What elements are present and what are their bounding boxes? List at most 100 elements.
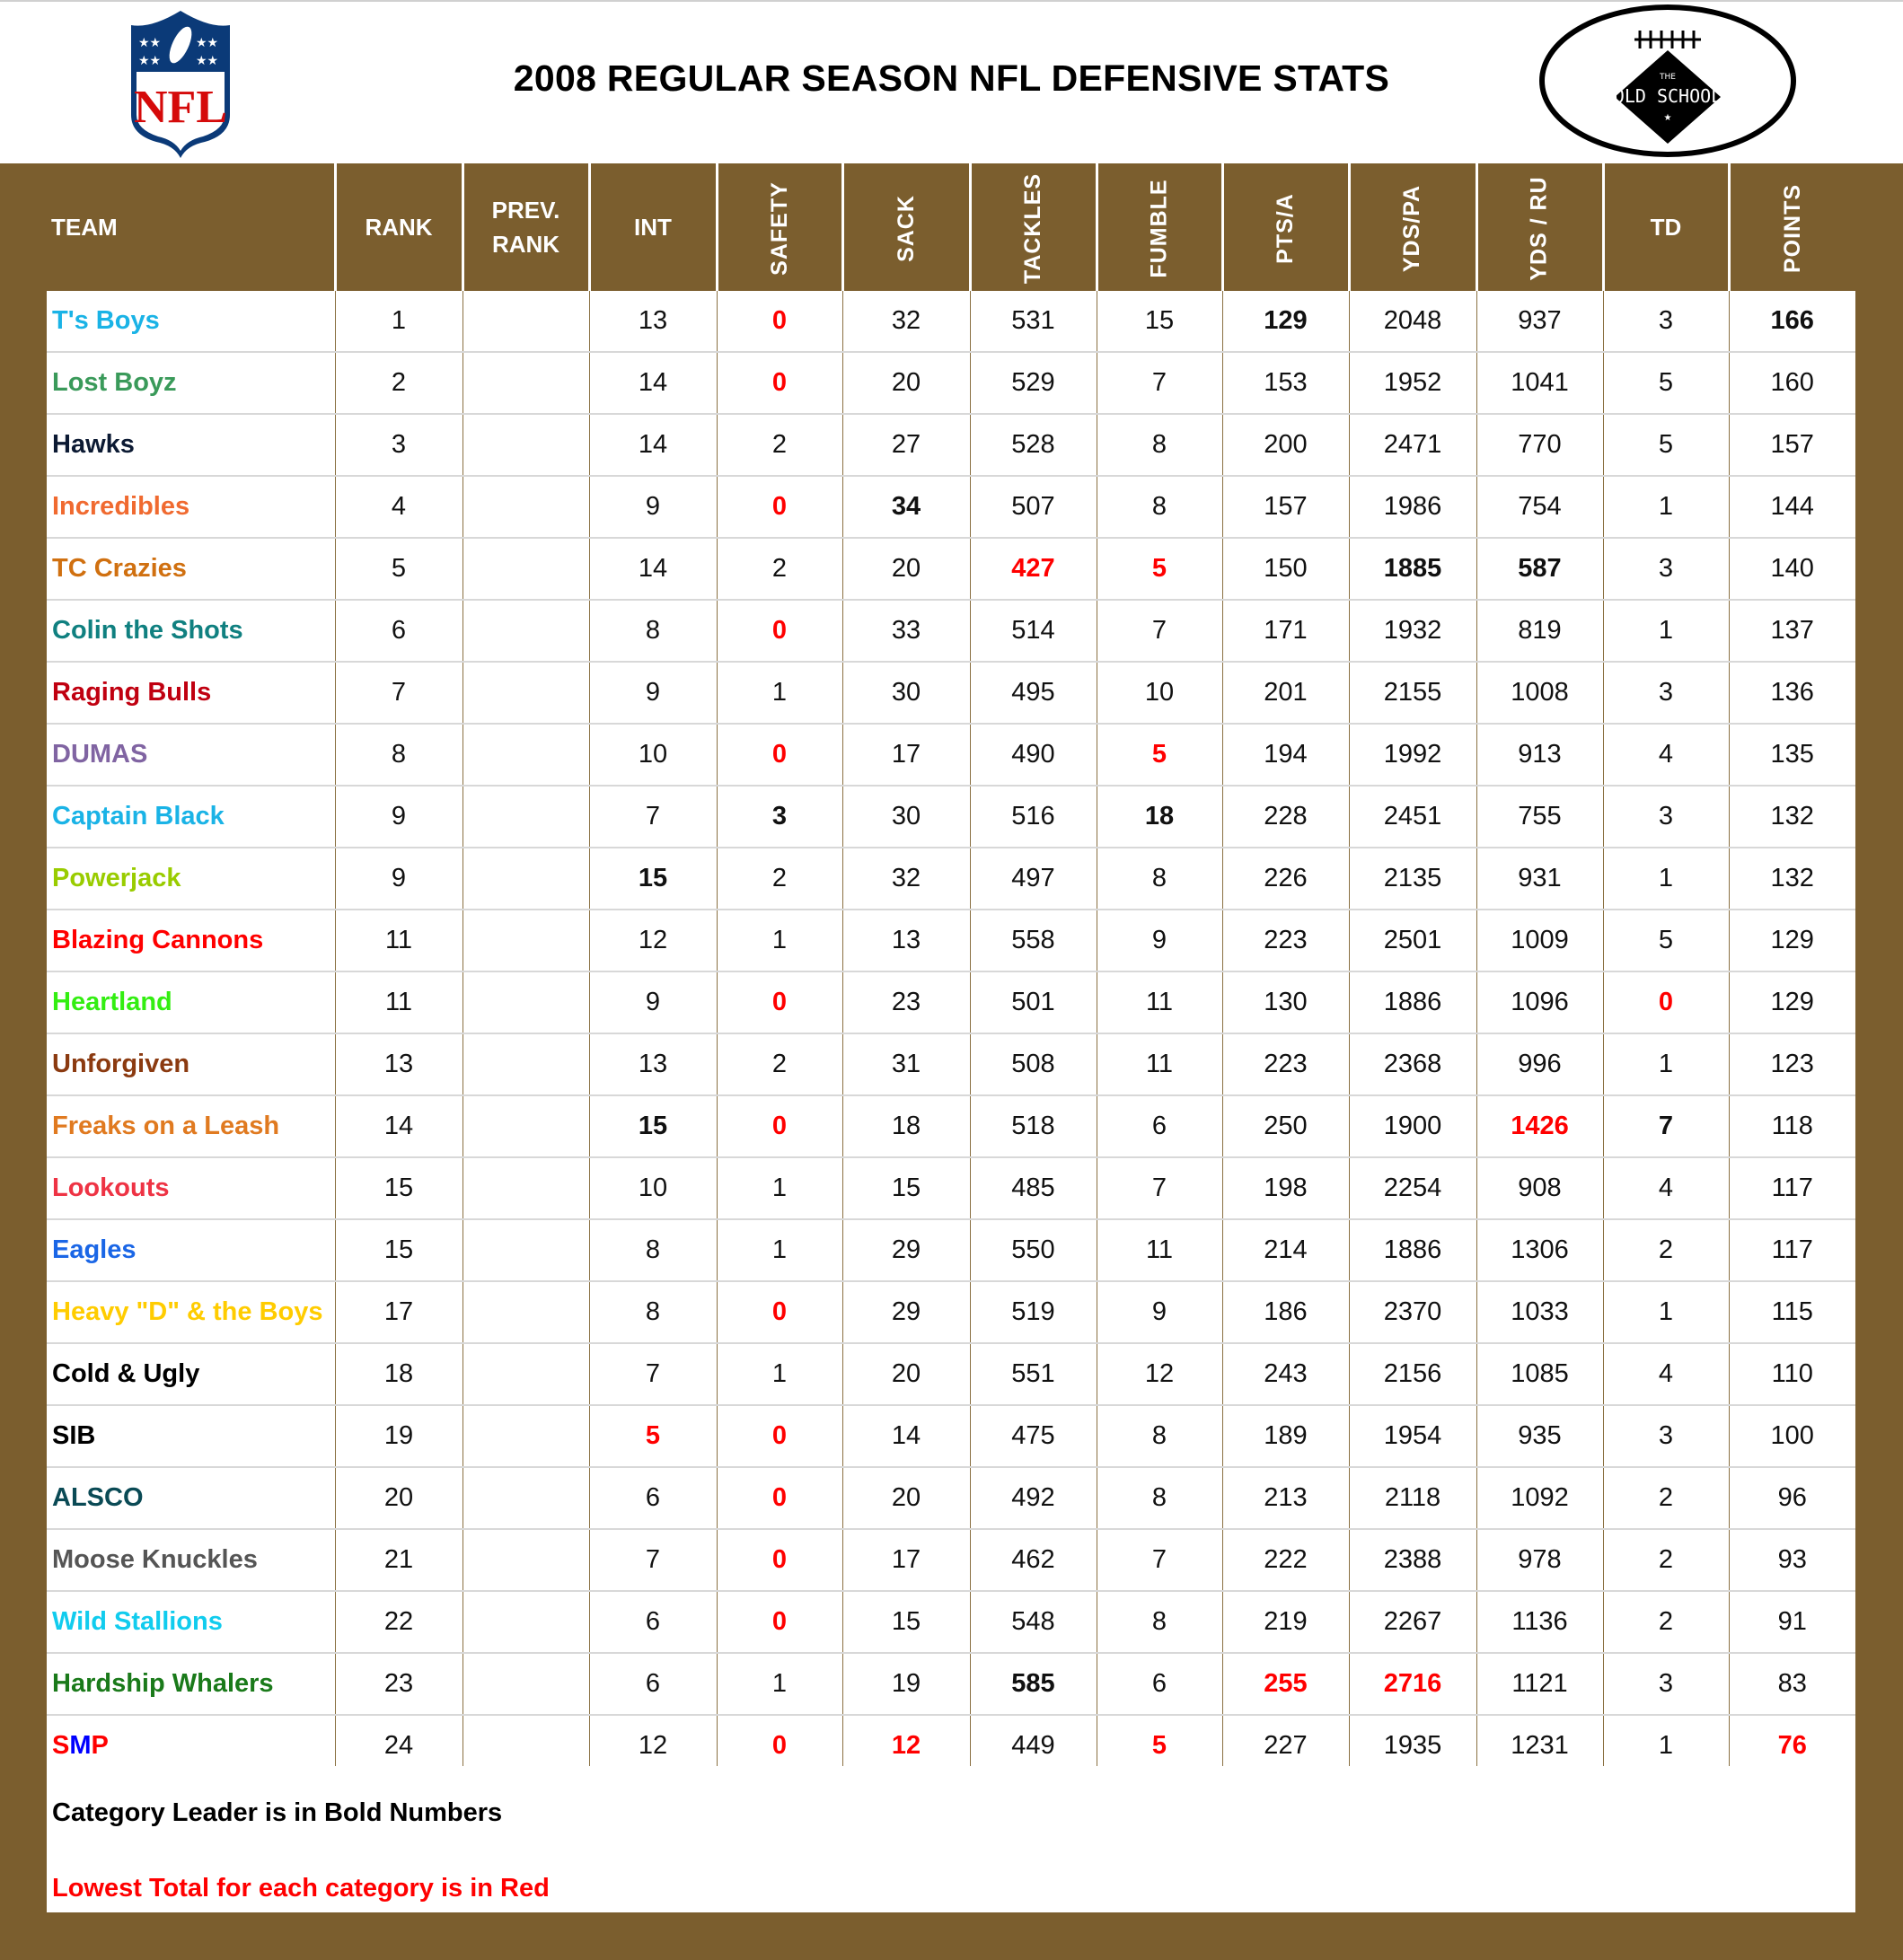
cell-sack: 15: [841, 1591, 970, 1654]
cell-yds-ru: 770: [1476, 414, 1603, 477]
cell-td: 2: [1602, 1219, 1729, 1282]
cell-safety: 0: [716, 600, 842, 663]
team-name: TC Crazies: [47, 538, 335, 601]
cell-yds-ru: 1306: [1476, 1219, 1603, 1282]
cell-yds-pa: 2135: [1348, 848, 1476, 910]
cell-td: 7: [1602, 1095, 1729, 1158]
cell-rank: 3: [334, 414, 463, 477]
col-header-fumble[interactable]: FUMBLE: [1095, 163, 1222, 291]
col-header-int[interactable]: INT: [587, 163, 717, 291]
col-header-prev-rank[interactable]: PREV. RANK: [461, 163, 589, 291]
table-row[interactable]: Eagles 15 8 1 29 550 11 214 1886 1306 2 117: [47, 1219, 1855, 1282]
cell-prev-rank: [462, 1157, 589, 1220]
table-row[interactable]: Blazing Cannons 11 12 1 13 558 9 223 2501 1009 5 12…: [47, 910, 1855, 972]
col-header-points[interactable]: POINTS: [1727, 163, 1855, 291]
cell-pts-a: 226: [1221, 848, 1349, 910]
col-header-rank[interactable]: RANK: [333, 163, 463, 291]
col-header-yds-pa[interactable]: YDS/PA: [1347, 163, 1476, 291]
table-row[interactable]: Colin the Shots 6 8 0 33 514 7 171 1932 819 1 137: [47, 600, 1855, 663]
cell-prev-rank: [462, 1095, 589, 1158]
cell-rank: 2: [334, 352, 463, 415]
cell-fumble: 7: [1096, 600, 1222, 663]
cell-yds-pa: 2388: [1348, 1529, 1476, 1592]
cell-tackles: 492: [969, 1467, 1097, 1530]
svg-text:★★: ★★: [196, 36, 218, 50]
cell-fumble: 9: [1096, 1281, 1222, 1344]
table-row[interactable]: Incredibles 4 9 0 34 507 8 157 1986 754 1 144: [47, 476, 1855, 539]
table-row[interactable]: Wild Stallions 22 6 0 15 548 8 219 2267 1136 2 91: [47, 1591, 1855, 1654]
table-row[interactable]: TC Crazies 5 14 2 20 427 5 150 1885 587 3 140: [47, 538, 1855, 601]
cell-yds-pa: 1932: [1348, 600, 1476, 663]
cell-points: 83: [1728, 1653, 1855, 1716]
cell-rank: 17: [334, 1281, 463, 1344]
table-row[interactable]: Moose Knuckles 21 7 0 17 462 7 222 2388 978 2 93: [47, 1529, 1855, 1592]
col-header-tackles[interactable]: TACKLES: [968, 163, 1097, 291]
cell-yds-pa: 2254: [1348, 1157, 1476, 1220]
table-row[interactable]: T's Boys 1 13 0 32 531 15 129 2048 937 3 166: [47, 291, 1855, 353]
cell-fumble: 12: [1096, 1343, 1222, 1406]
col-header-team[interactable]: TEAM: [47, 163, 335, 291]
cell-yds-ru: 819: [1476, 600, 1603, 663]
table-row[interactable]: Hardship Whalers 23 6 1 19 585 6 255 2716 1121 3 83: [47, 1653, 1855, 1716]
table-row[interactable]: Lost Boyz 2 14 0 20 529 7 153 1952 1041 5 160: [47, 352, 1855, 415]
col-header-pts-a[interactable]: PTS/A: [1220, 163, 1349, 291]
cell-td: 3: [1602, 662, 1729, 725]
legend-bold-note: Category Leader is in Bold Numbers: [52, 1798, 503, 1827]
team-name: Incredibles: [47, 476, 335, 539]
table-row[interactable]: Lookouts 15 10 1 15 485 7 198 2254 908 4 117: [47, 1157, 1855, 1220]
cell-sack: 20: [841, 538, 970, 601]
cell-sack: 33: [841, 600, 970, 663]
cell-td: 4: [1602, 1157, 1729, 1220]
cell-int: 14: [588, 538, 717, 601]
cell-safety: 0: [716, 971, 842, 1034]
cell-tackles: 551: [969, 1343, 1097, 1406]
cell-points: 157: [1728, 414, 1855, 477]
cell-yds-pa: 1886: [1348, 1219, 1476, 1282]
table-row[interactable]: Heartland 11 9 0 23 501 11 130 1886 1096 0 129: [47, 971, 1855, 1034]
cell-rank: 9: [334, 786, 463, 848]
table-row[interactable]: Freaks on a Leash 14 15 0 18 518 6 250 1900 1426 7…: [47, 1095, 1855, 1158]
cell-int: 14: [588, 352, 717, 415]
svg-text:★★: ★★: [196, 54, 218, 68]
table-row[interactable]: ALSCO 20 6 0 20 492 8 213 2118 1092 2 96: [47, 1467, 1855, 1530]
table-row[interactable]: Heavy "D" & the Boys 17 8 0 29 519 9 186 2370 103…: [47, 1281, 1855, 1344]
cell-rank: 15: [334, 1219, 463, 1282]
cell-int: 15: [588, 848, 717, 910]
col-header-safety-label: SAFETY: [766, 180, 792, 276]
cell-rank: 1: [334, 291, 463, 353]
cell-pts-a: 223: [1221, 1033, 1349, 1096]
cell-sack: 29: [841, 1219, 970, 1282]
cell-points: 137: [1728, 600, 1855, 663]
col-header-sack[interactable]: SACK: [841, 163, 970, 291]
col-header-points-label: POINTS: [1779, 183, 1805, 273]
cell-safety: 0: [716, 1405, 842, 1468]
col-header-td[interactable]: TD: [1601, 163, 1729, 291]
table-row[interactable]: SIB 19 5 0 14 475 8 189 1954 935 3 100: [47, 1405, 1855, 1468]
cell-prev-rank: [462, 1405, 589, 1468]
cell-points: 129: [1728, 910, 1855, 972]
col-header-safety[interactable]: SAFETY: [715, 163, 842, 291]
cell-yds-pa: 1954: [1348, 1405, 1476, 1468]
table-row[interactable]: Raging Bulls 7 9 1 30 495 10 201 2155 1008 3 136: [47, 662, 1855, 725]
cell-safety: 0: [716, 352, 842, 415]
svg-text:★★: ★★: [138, 54, 161, 68]
cell-sack: 15: [841, 1157, 970, 1220]
table-row[interactable]: Powerjack 9 15 2 32 497 8 226 2135 931 1 132: [47, 848, 1855, 910]
table-row[interactable]: DUMAS 8 10 0 17 490 5 194 1992 913 4 135: [47, 724, 1855, 787]
table-row[interactable]: Cold & Ugly 18 7 1 20 551 12 243 2156 1085 4 110: [47, 1343, 1855, 1406]
table-row[interactable]: Captain Black 9 7 3 30 516 18 228 2451 755 3 132: [47, 786, 1855, 848]
cell-fumble: 8: [1096, 476, 1222, 539]
cell-tackles: 485: [969, 1157, 1097, 1220]
cell-int: 8: [588, 1219, 717, 1282]
cell-fumble: 8: [1096, 414, 1222, 477]
col-header-yds-ru[interactable]: YDS / RU: [1475, 163, 1603, 291]
cell-prev-rank: [462, 662, 589, 725]
cell-fumble: 5: [1096, 538, 1222, 601]
cell-yds-ru: 996: [1476, 1033, 1603, 1096]
cell-points: 140: [1728, 538, 1855, 601]
cell-safety: 3: [716, 786, 842, 848]
table-row[interactable]: Unforgiven 13 13 2 31 508 11 223 2368 996 1 123: [47, 1033, 1855, 1096]
table-row[interactable]: Hawks 3 14 2 27 528 8 200 2471 770 5 157: [47, 414, 1855, 477]
cell-fumble: 11: [1096, 971, 1222, 1034]
cell-int: 14: [588, 414, 717, 477]
